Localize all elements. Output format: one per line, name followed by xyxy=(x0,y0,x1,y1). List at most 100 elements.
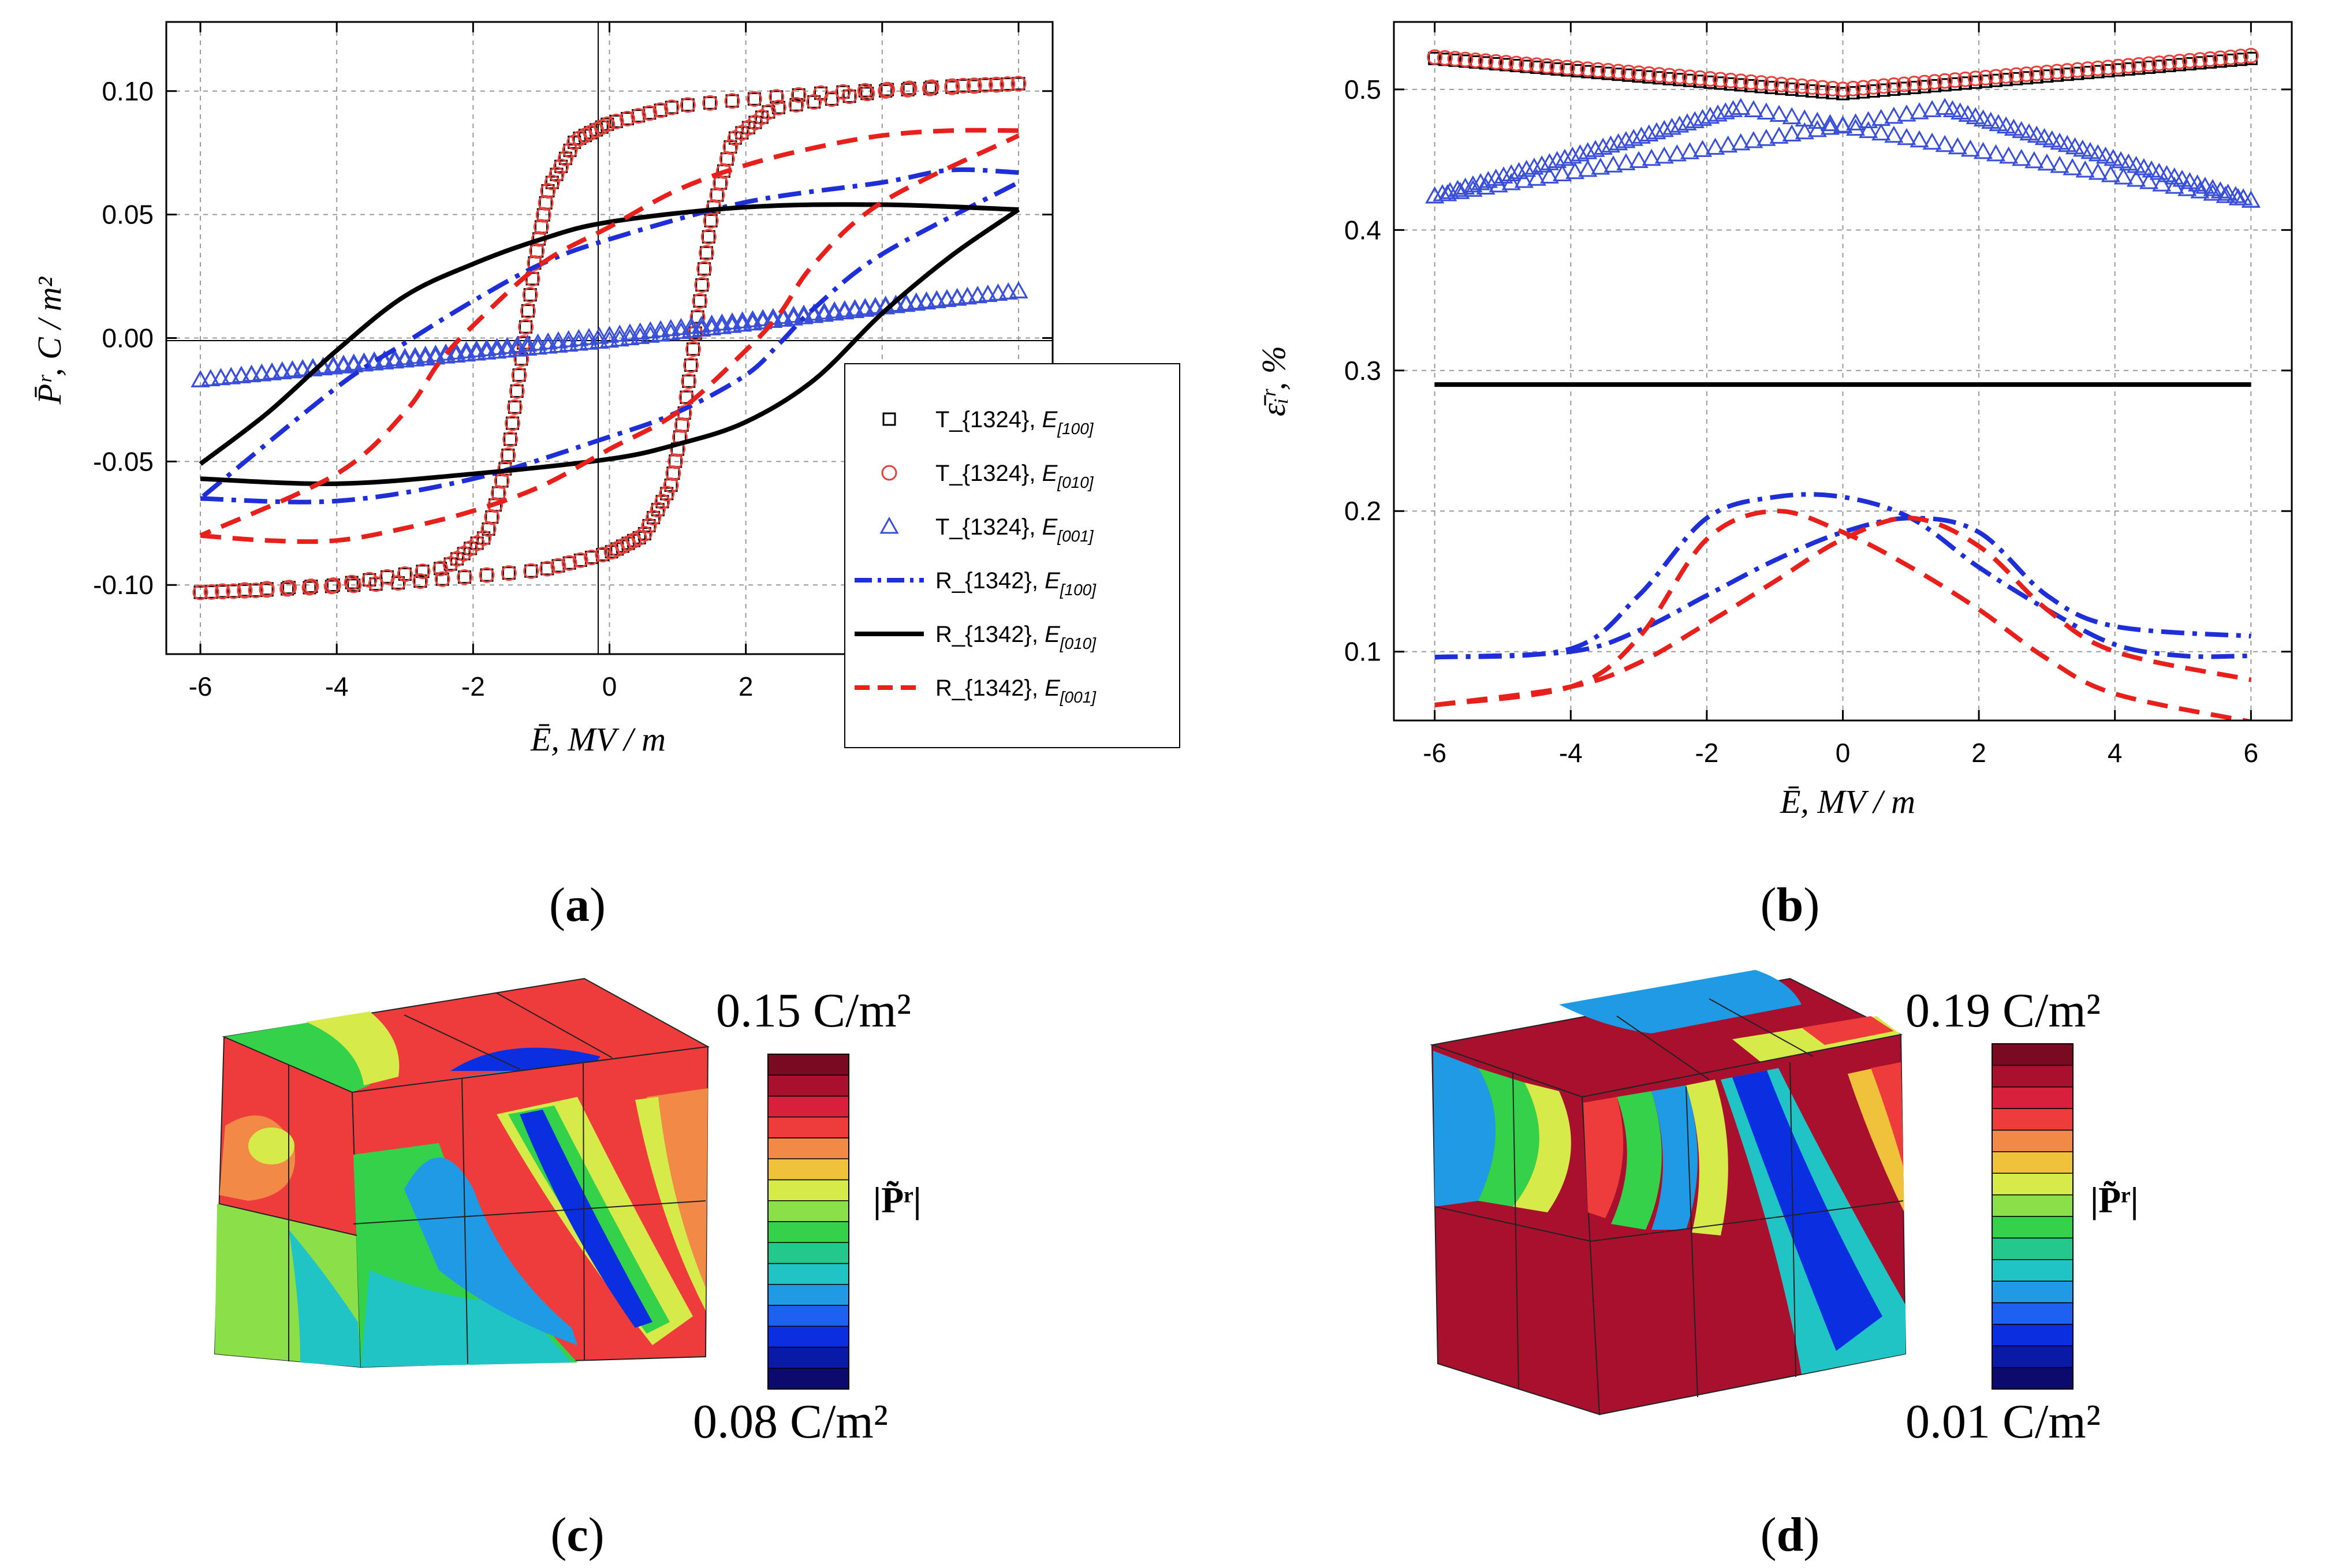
data-marker xyxy=(346,577,362,593)
data-marker xyxy=(692,293,708,309)
data-marker xyxy=(201,369,221,387)
series-b-2 xyxy=(1425,98,2261,208)
data-marker xyxy=(1835,81,1851,98)
data-marker xyxy=(1478,170,1498,188)
data-marker xyxy=(323,357,343,375)
panel-b-series xyxy=(1425,47,2261,720)
data-marker xyxy=(879,81,896,98)
data-marker xyxy=(1463,175,1483,193)
data-marker xyxy=(743,313,763,331)
data-marker xyxy=(2080,61,2096,77)
data-marker xyxy=(273,362,292,380)
data-marker xyxy=(525,272,539,286)
legend-label-e: E xyxy=(1045,622,1061,647)
panel-b-y-axis-label: ε̄ᵢʳ, % xyxy=(1255,346,1292,416)
data-marker xyxy=(505,415,521,431)
data-marker xyxy=(845,298,865,316)
data-marker xyxy=(835,300,855,318)
data-marker xyxy=(579,328,599,345)
data-marker xyxy=(825,303,844,321)
cube-c-right-blue xyxy=(404,1158,577,1345)
data-marker xyxy=(193,585,207,599)
cube-d-right-band-g xyxy=(1611,1091,1662,1230)
data-marker xyxy=(1763,76,1780,92)
data-marker xyxy=(558,151,572,165)
colorbar-cell xyxy=(1992,1259,2074,1282)
data-marker xyxy=(680,97,696,113)
data-marker xyxy=(508,400,521,414)
data-marker xyxy=(790,87,807,103)
data-marker xyxy=(368,576,384,592)
colorbar-cell xyxy=(767,1305,849,1327)
data-marker xyxy=(282,361,303,379)
data-marker xyxy=(698,245,714,261)
legend-label-prefix: T_{1324}, xyxy=(935,514,1042,540)
data-marker xyxy=(1927,74,1943,90)
data-marker xyxy=(458,570,472,584)
data-marker xyxy=(774,307,793,324)
data-marker xyxy=(1603,155,1623,173)
data-marker xyxy=(1553,164,1572,182)
data-marker xyxy=(1680,142,1700,159)
data-marker xyxy=(242,365,262,383)
colorbar-cell xyxy=(767,1263,849,1285)
data-marker xyxy=(646,510,662,526)
data-marker xyxy=(2202,51,2218,67)
data-marker xyxy=(784,308,803,326)
panel-c: 0.15 C/m² 0.08 C/m² |P̃ʳ| (c) xyxy=(214,977,922,1562)
panel-a-legend-entries: T_{1324}, E[100]T_{1324}, E[010]T_{1324}… xyxy=(855,407,1097,706)
data-marker xyxy=(477,342,497,360)
y-tick-label: 0.10 xyxy=(102,76,154,106)
data-marker xyxy=(221,367,241,384)
data-marker xyxy=(1967,70,1983,87)
panel-c-colorbar-title: |P̃ʳ| xyxy=(873,1179,922,1220)
data-marker xyxy=(1922,100,1942,117)
data-marker xyxy=(1662,117,1682,135)
data-marker xyxy=(1549,59,1565,75)
data-marker xyxy=(2110,58,2127,74)
data-marker xyxy=(553,158,569,174)
x-tick-label: 0 xyxy=(602,671,617,701)
data-marker xyxy=(640,321,660,339)
data-marker xyxy=(2028,65,2045,81)
colorbar-cell xyxy=(767,1095,849,1118)
data-marker xyxy=(998,282,1018,300)
legend-label-e: E xyxy=(1045,568,1061,593)
panel-b-ticks: -6 -4 -2 0 2 4 6 0.1 0.2 0.3 0.4 0.5 xyxy=(1344,22,2292,768)
data-marker xyxy=(1586,140,1605,157)
series-line xyxy=(200,180,1020,505)
data-marker xyxy=(502,566,516,580)
data-marker xyxy=(1601,135,1621,153)
data-marker xyxy=(681,320,701,338)
data-marker xyxy=(518,319,534,335)
colorbar-cell xyxy=(767,1242,849,1264)
data-marker xyxy=(733,314,752,332)
data-marker xyxy=(2024,151,2044,169)
data-marker xyxy=(2012,148,2031,166)
data-marker xyxy=(510,384,524,398)
data-marker xyxy=(1973,141,1993,159)
data-marker xyxy=(590,327,609,344)
data-marker xyxy=(412,573,428,589)
data-marker xyxy=(944,79,960,95)
data-marker xyxy=(2120,58,2136,74)
data-marker xyxy=(631,327,650,344)
legend-label: T_{1324}, E[010] xyxy=(935,461,1094,491)
data-marker xyxy=(1910,102,1929,120)
data-marker xyxy=(2037,153,2057,171)
data-marker xyxy=(549,166,565,182)
data-marker xyxy=(1820,114,1840,132)
data-marker xyxy=(955,77,971,94)
data-marker xyxy=(1590,62,1606,78)
data-marker xyxy=(2172,54,2188,70)
legend-label-sub: [100] xyxy=(1060,581,1097,599)
data-marker xyxy=(545,176,559,189)
colorbar-cell xyxy=(767,1368,849,1390)
data-marker xyxy=(1641,66,1657,82)
data-marker xyxy=(259,582,275,598)
data-marker xyxy=(226,583,242,599)
data-marker xyxy=(1716,102,1735,120)
data-marker xyxy=(1723,100,1743,117)
legend-entry: T_{1324}, E[010] xyxy=(881,461,1094,491)
